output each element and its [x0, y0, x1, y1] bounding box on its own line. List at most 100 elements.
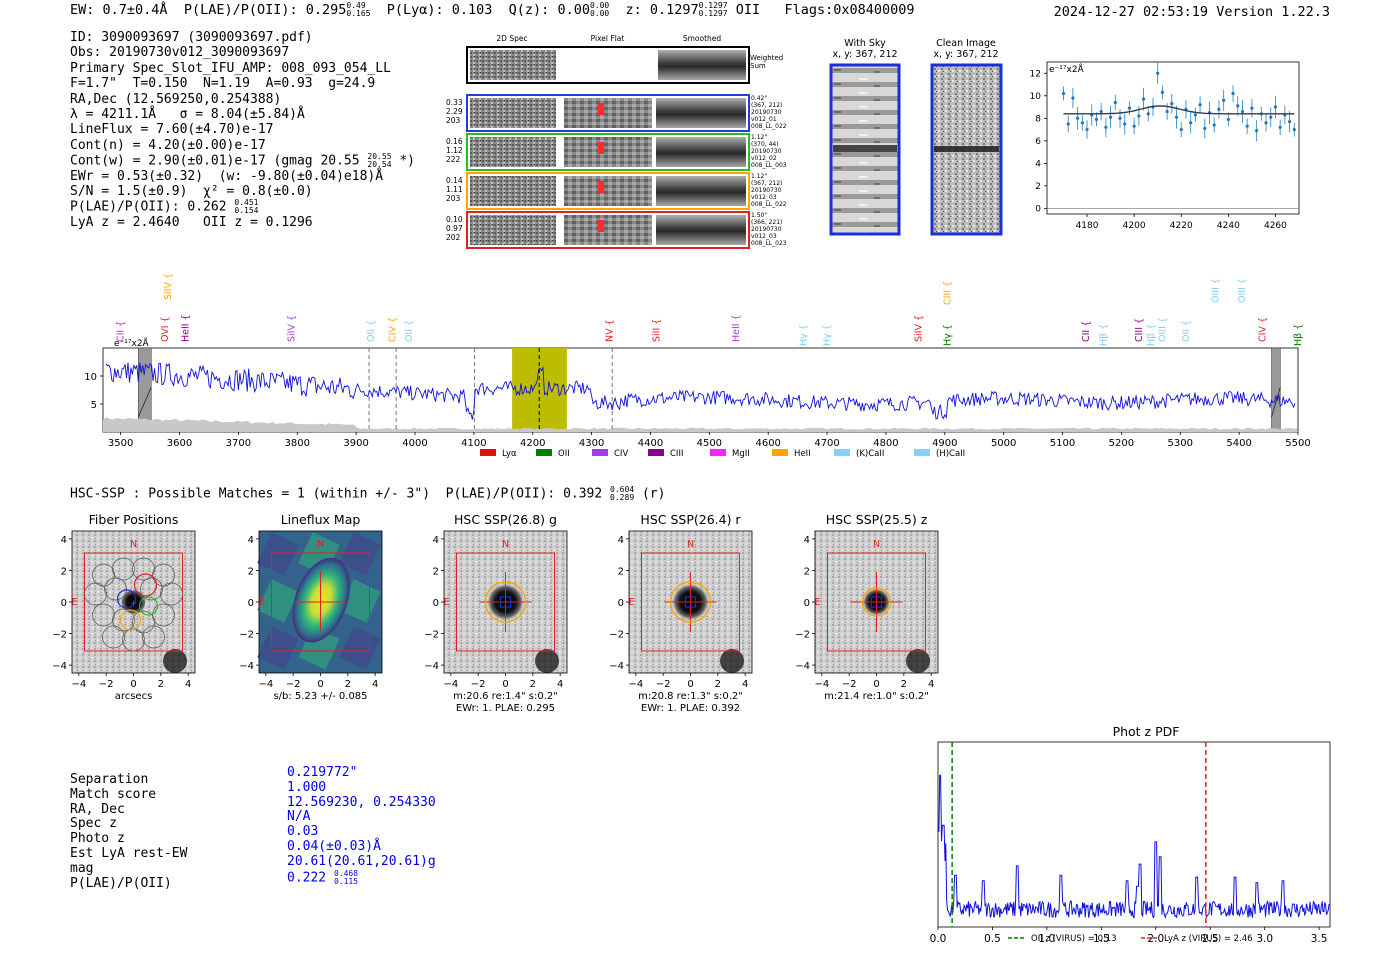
hsc-xtick-label: −4 [814, 679, 829, 690]
zoom-point [1231, 91, 1235, 96]
qz-text: Q(z): 0.00 [508, 2, 590, 18]
catalog-labels: Separation Match score RA, Dec Spec z Ph… [70, 772, 187, 891]
spec-row-right-text: 20190730 [751, 109, 782, 116]
hsc-ytick-label: 0 [618, 598, 624, 609]
zoom-point [1146, 112, 1150, 116]
fs-line-label: OIII { [1158, 317, 1169, 342]
zoom-point [1222, 98, 1226, 102]
sky-trace [833, 145, 897, 152]
fs-line-label: CII { [1081, 321, 1092, 342]
fs-xtick-label: 5300 [1168, 438, 1193, 449]
timestamp: 2024-12-27 02:53:19 [1053, 4, 1209, 20]
hsc-xtick-label: 2 [158, 679, 164, 690]
pdf-xtick-label: 3.0 [1256, 933, 1273, 945]
hsc-xtick-label: 2 [715, 679, 721, 690]
zoom-point [1156, 71, 1160, 75]
hsc-ellipse [484, 581, 527, 623]
info-plae-row: P(LAE)/P(OII): 0.262 0.451 0.154 [70, 199, 415, 215]
fs-legend-swatch [710, 449, 726, 456]
z-lo: 0.1297 [698, 9, 728, 18]
zoom-xtick-label: 4180 [1076, 221, 1099, 231]
zoom-point [1269, 115, 1273, 119]
fs-masked-rect [1271, 347, 1281, 433]
fs-legend-label: HeII [794, 449, 811, 459]
spec-row-pixelflat [564, 98, 652, 128]
hsc-ytick-label: −2 [424, 630, 439, 641]
hsc-ytick-label: −2 [795, 630, 810, 641]
cat-val-specz: N/A [287, 809, 311, 825]
fiber-circle [112, 557, 135, 581]
spec-row-right-text: 0.42" [751, 95, 767, 102]
hsc-east-label: E [71, 597, 77, 608]
cat-plae-hi: 0.468 [333, 868, 359, 878]
hsc-xtick-label: 0 [502, 679, 508, 690]
hsc-xtick-label: 4 [928, 679, 934, 690]
hsc-north-label: N [317, 539, 324, 550]
cat-val-mag: 20.61(20.61,20.61)g [287, 853, 436, 869]
fs-xtick-label: 5100 [1050, 438, 1075, 449]
photz-pdf-chart: Phot z PDF 0.0 0.5 1.0 1.5 2.0 2.5 3.0 3.5 OII … [930, 724, 1331, 945]
cat-label-plae: P(LAE)/P(OII) [70, 875, 172, 891]
fs-legend-label: OII [558, 449, 570, 459]
zoom-line-chart: e⁻¹⁷x2Å 12 10 8 6 4 2 0 4180 4200 4220 4240 4260 [1030, 61, 1300, 231]
fs-line-label: HeII { [731, 314, 742, 342]
fiber-primary [116, 589, 137, 609]
hsc-headline-text: HSC-SSP : Possible Matches = 1 (within +… [70, 486, 603, 502]
fs-legend-swatch [536, 449, 552, 456]
hsc-panel-caption: EWr: 1. PLAE: 0.295 [456, 703, 555, 714]
zoom-xtick-label: 4220 [1170, 221, 1193, 231]
zoom-point [1174, 115, 1179, 119]
zoom-ytick-label: 8 [1035, 114, 1041, 124]
fs-xtick-label: 4300 [579, 438, 604, 449]
qz-lo: 0.00 [589, 9, 610, 18]
zoom-ytick-label: 10 [1030, 92, 1042, 102]
hsc-ytick-label: 4 [804, 535, 810, 546]
hsc-xtick-label: 4 [372, 679, 378, 690]
hsc-ytick-label: 4 [248, 535, 254, 546]
hsc-panel-caption: m:20.8 re:1.3" s:0.2" [638, 691, 743, 702]
spec-row-right-text: 1.12" [751, 173, 767, 180]
hsc-north-label: N [130, 539, 137, 550]
pdf-curve [937, 774, 1330, 919]
hsc-east-label: E [258, 597, 264, 608]
plae-text: P(LAE)/P(OII): 0.295 [183, 2, 347, 18]
z-line: OII [735, 2, 761, 18]
cat-val-plae-row: 0.222 0.468 0.115 [287, 868, 436, 886]
fs-legend-label: Lyα [502, 449, 517, 459]
fs-legend-swatch [480, 449, 496, 456]
spec-row-smoothed [656, 137, 746, 167]
spec-row-2dspec [470, 176, 556, 206]
spec-row-left-text: 1.12 [446, 146, 463, 155]
spec-row-right-text: v012_02 [751, 155, 777, 162]
pdf-xticks: 0.0 0.5 1.0 1.5 2.0 2.5 3.0 3.5 [930, 927, 1327, 945]
flags-text: Flags:0x08400009 [784, 2, 915, 18]
fs-line-label: Hβ { [1293, 324, 1304, 346]
zoom-xtick-label: 4200 [1123, 221, 1146, 231]
lineflux-blob [257, 532, 299, 576]
fs-line-label: Hγ { [822, 324, 833, 346]
zoom-point [1080, 121, 1084, 125]
zoom-yticks: 12 10 8 6 4 2 0 [1030, 69, 1047, 214]
hsc-panel-caption: EWr: 1. PLAE: 0.392 [641, 703, 740, 714]
pdf-legend: OII z (VIRUS) = 0.13 LyA z (VIRUS) = 2.46 [1008, 934, 1253, 944]
spec-row-left-text: 202 [446, 233, 461, 242]
pdf-xtick-label: 0.5 [984, 933, 1001, 945]
fiber-red [133, 573, 158, 597]
zoom-fit-curve [1063, 105, 1295, 115]
fs-xtick-label: 3700 [226, 438, 251, 449]
contw-end: *) [399, 153, 415, 169]
contw-hi: 20.55 [367, 152, 392, 162]
hsc-xtick-label: 2 [530, 679, 536, 690]
spec-row-right-text: (370, 44) [751, 141, 779, 148]
zoom-point [1123, 122, 1127, 126]
hsc-ytick-label: −2 [239, 630, 254, 641]
z-text: z: 0.1297 [625, 2, 699, 18]
fs-line-label: SiII { [651, 319, 662, 342]
hsc-neighbor-source [535, 649, 559, 673]
fs-legend-label: CIV [614, 449, 628, 459]
info-plae-range: 0.451 0.154 [234, 199, 258, 215]
spec-row-left-text: 0.14 [446, 176, 463, 185]
spec-row-right-text: v012_01 [751, 116, 777, 123]
clean-title-text: Clean Image [936, 38, 996, 49]
fs-unit: e⁻¹⁷x2Å [114, 337, 150, 349]
